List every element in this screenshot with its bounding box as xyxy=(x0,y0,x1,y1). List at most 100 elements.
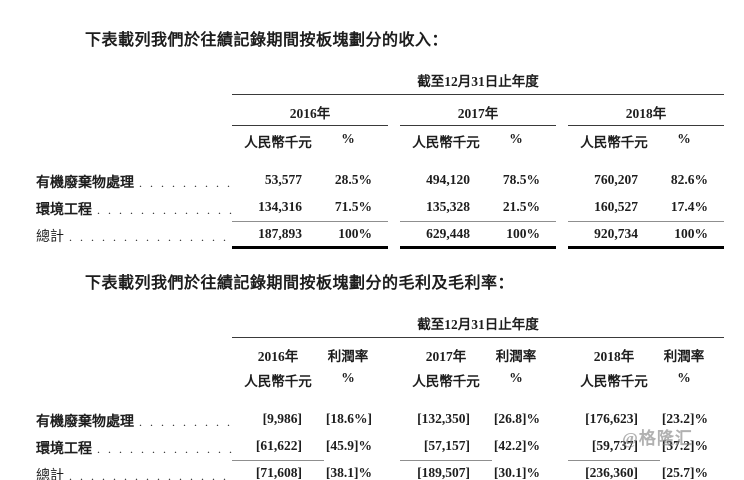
percent-cell: 82.6% xyxy=(670,172,708,187)
column-gap xyxy=(556,195,568,222)
row-label-text: 總計 xyxy=(36,230,64,245)
spacer-cell xyxy=(36,311,232,338)
dot-leader: . . . . . . . . . . . . . . . . . . . . … xyxy=(69,469,232,480)
total-amount-cell: 920,734 xyxy=(568,222,660,249)
year-header-2017: 2017年 xyxy=(425,349,467,364)
row-label-text: 有機廢棄物處理 xyxy=(36,415,134,430)
spacer-cell xyxy=(36,95,232,126)
spacer-cell xyxy=(36,126,232,153)
column-gap xyxy=(388,461,400,480)
amount-cell: 134,316 xyxy=(232,195,324,222)
row-label-total: 總計 . . . . . . . . . . . . . . . . . . .… xyxy=(36,222,232,249)
column-gap xyxy=(388,338,400,365)
row-label-text: 環境工程 xyxy=(36,442,92,457)
amount-cell: [176,623] xyxy=(585,411,638,426)
percent-cell: 21.5% xyxy=(492,195,556,222)
currency-unit-header: 人民幣千元 xyxy=(244,374,312,389)
percent-header: % xyxy=(509,131,523,146)
currency-unit-header: 人民幣千元 xyxy=(244,135,312,150)
percent-cell: 78.5% xyxy=(502,172,540,187)
percent-header: % xyxy=(677,370,691,385)
column-gap xyxy=(556,338,568,365)
amount-cell: 760,207 xyxy=(594,172,638,187)
column-gap xyxy=(388,407,400,434)
percent-header: % xyxy=(341,370,355,385)
total-amount-cell: 629,448 xyxy=(400,222,492,249)
header-body-gap xyxy=(36,392,724,407)
column-gap xyxy=(556,222,568,249)
percent-cell: 28.5% xyxy=(334,172,372,187)
percent-cell: [26.8]% xyxy=(493,411,540,426)
currency-unit-header: 人民幣千元 xyxy=(412,374,480,389)
total-amount-cell: [236,360] xyxy=(568,461,660,480)
amount-cell: 53,577 xyxy=(264,172,302,187)
column-gap xyxy=(556,126,568,153)
year-header-2018: 2018年 xyxy=(568,95,724,126)
header-body-gap xyxy=(36,153,724,168)
year-header-2016: 2016年 xyxy=(232,95,388,126)
margin-rate-header: 利潤率 xyxy=(663,349,705,364)
column-gap xyxy=(388,195,400,222)
dot-leader: . . . . . . . . . . . . . . . . . . . . … xyxy=(139,415,232,429)
revenue-table: 截至12月31日止年度 2016年 2017年 2018年 人民幣千元 % 人民… xyxy=(36,68,744,249)
total-percent-cell: [30.1]% xyxy=(493,465,540,480)
column-gap xyxy=(556,407,568,434)
margin-rate-header: 利潤率 xyxy=(495,349,537,364)
percent-cell: 17.4% xyxy=(660,195,724,222)
period-header: 截至12月31日止年度 xyxy=(232,68,724,95)
column-gap xyxy=(556,365,568,392)
amount-cell: [59,737] xyxy=(568,434,660,461)
row-label-environmental-eng: 環境工程 . . . . . . . . . . . . . . . . . .… xyxy=(36,434,232,461)
total-percent-cell: [38.1]% xyxy=(325,465,372,480)
currency-unit-header: 人民幣千元 xyxy=(580,374,648,389)
currency-unit-header: 人民幣千元 xyxy=(412,135,480,150)
percent-header: % xyxy=(341,131,355,146)
total-amount-cell: 187,893 xyxy=(232,222,324,249)
gross-profit-section-title: 下表載列我們於往績記錄期間按板塊劃分的毛利及毛利率： xyxy=(85,275,515,292)
year-header-2017: 2017年 xyxy=(400,95,556,126)
row-label-text: 環境工程 xyxy=(36,203,92,218)
column-gap xyxy=(388,168,400,195)
amount-cell: 135,328 xyxy=(400,195,492,222)
column-gap xyxy=(556,434,568,461)
spacer-cell xyxy=(36,338,232,365)
amount-cell: 494,120 xyxy=(426,172,470,187)
column-gap xyxy=(556,95,568,126)
dot-leader: . . . . . . . . . . . . . . . . . . . . … xyxy=(97,203,232,217)
percent-cell: [37.2]% xyxy=(661,438,708,453)
total-amount-cell: [189,507] xyxy=(400,461,492,480)
margin-rate-header: 利潤率 xyxy=(327,349,369,364)
row-label-total: 總計 . . . . . . . . . . . . . . . . . . .… xyxy=(36,461,232,480)
percent-cell: [42.2]% xyxy=(493,438,540,453)
row-label-organic-waste: 有機廢棄物處理 . . . . . . . . . . . . . . . . … xyxy=(36,168,232,195)
amount-cell: [61,622] xyxy=(232,434,324,461)
dot-leader: . . . . . . . . . . . . . . . . . . . . … xyxy=(69,230,232,244)
amount-cell: [57,157] xyxy=(400,434,492,461)
revenue-section-title: 下表載列我們於往績記錄期間按板塊劃分的收入： xyxy=(85,32,449,49)
amount-cell: [9,986] xyxy=(262,411,302,426)
column-gap xyxy=(388,365,400,392)
row-label-environmental-eng: 環境工程 . . . . . . . . . . . . . . . . . .… xyxy=(36,195,232,222)
column-gap xyxy=(556,168,568,195)
row-label-text: 有機廢棄物處理 xyxy=(36,176,134,191)
percent-cell: [23.2]% xyxy=(661,411,708,426)
total-amount-cell: [71,608] xyxy=(232,461,324,480)
amount-cell: [132,350] xyxy=(417,411,470,426)
dot-leader: . . . . . . . . . . . . . . . . . . . . … xyxy=(97,442,232,456)
row-label-organic-waste: 有機廢棄物處理 . . . . . . . . . . . . . . . . … xyxy=(36,407,232,434)
percent-cell: [18.6%] xyxy=(325,411,372,426)
column-gap xyxy=(388,126,400,153)
total-percent-cell: 100% xyxy=(660,222,724,249)
amount-cell: 160,527 xyxy=(568,195,660,222)
year-header-2016: 2016年 xyxy=(257,349,299,364)
column-gap xyxy=(556,461,568,480)
percent-header: % xyxy=(509,370,523,385)
year-header-2018: 2018年 xyxy=(593,349,635,364)
total-percent-cell: 100% xyxy=(324,222,388,249)
period-header: 截至12月31日止年度 xyxy=(232,311,724,338)
column-gap xyxy=(388,434,400,461)
percent-cell: [45.9]% xyxy=(325,438,372,453)
dot-leader: . . . . . . . . . . . . . . . . . . . . … xyxy=(139,176,232,190)
currency-unit-header: 人民幣千元 xyxy=(580,135,648,150)
row-label-text: 總計 xyxy=(36,469,64,480)
